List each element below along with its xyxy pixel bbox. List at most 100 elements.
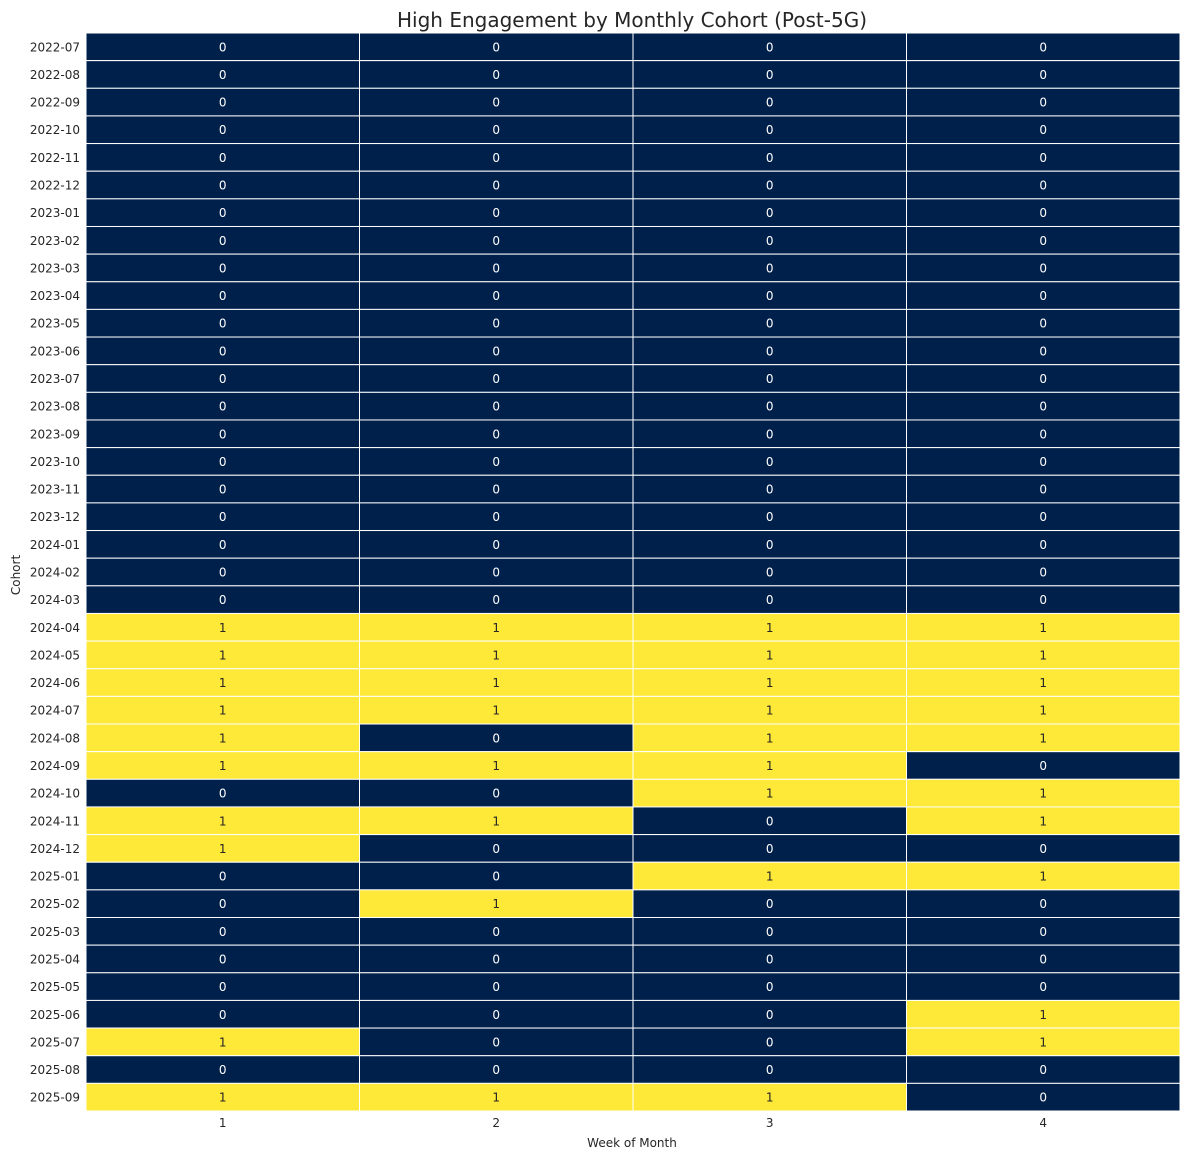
y-tick-label: 2024-01: [30, 538, 80, 552]
heatmap-cell: [906, 585, 1181, 614]
cell-value-label: 0: [492, 1063, 500, 1077]
heatmap-cell: [85, 281, 360, 310]
heatmap-cell: [906, 751, 1181, 780]
y-tick-label: 2023-06: [30, 344, 80, 358]
heatmap-cell: [906, 198, 1181, 227]
cell-value-label: 1: [492, 759, 500, 773]
cell-value-label: 0: [1039, 179, 1047, 193]
cell-value-label: 0: [219, 151, 227, 165]
cell-value-label: 0: [219, 593, 227, 607]
heatmap-cell: [906, 834, 1181, 863]
heatmap-cell: [906, 60, 1181, 89]
cell-value-label: 1: [1039, 676, 1047, 690]
heatmap-cell: [85, 225, 360, 255]
cell-value-label: 0: [219, 400, 227, 414]
cell-value-label: 0: [766, 68, 774, 82]
cell-value-label: 1: [219, 704, 227, 718]
cell-value-label: 0: [219, 427, 227, 441]
cell-value-label: 1: [766, 731, 774, 745]
heatmap-cell: [632, 391, 907, 421]
heatmap-cell: [632, 751, 907, 780]
heatmap-cell: [632, 889, 907, 919]
heatmap-cell: [85, 143, 360, 172]
heatmap-cell: [906, 861, 1181, 891]
cell-value-label: 0: [492, 593, 500, 607]
heatmap-cell: [85, 336, 360, 366]
heatmap-cell: [632, 364, 907, 393]
x-tick-label: 1: [219, 1116, 227, 1130]
cell-value-label: 0: [1039, 980, 1047, 994]
cell-value-label: 0: [1039, 1091, 1047, 1105]
cell-value-label: 0: [492, 317, 500, 331]
cell-value-label: 0: [1039, 261, 1047, 275]
heatmap-cell: [632, 419, 907, 449]
heatmap-cell: [906, 999, 1181, 1029]
cell-value-label: 1: [766, 676, 774, 690]
cell-value-label: 0: [766, 400, 774, 414]
cell-value-label: 0: [219, 206, 227, 220]
cell-value-label: 0: [219, 952, 227, 966]
y-tick-label: 2023-01: [30, 206, 80, 220]
heatmap-cell: [906, 87, 1181, 117]
cell-value-label: 1: [766, 759, 774, 773]
heatmap-cell: [632, 474, 907, 504]
cell-value-label: 0: [492, 566, 500, 580]
cell-value-label: 0: [492, 787, 500, 801]
cell-value-label: 0: [219, 344, 227, 358]
cell-value-label: 0: [766, 925, 774, 939]
y-tick-label: 2023-11: [30, 483, 80, 497]
cell-value-label: 0: [1039, 317, 1047, 331]
heatmap-cell: [85, 502, 360, 532]
heatmap-cell: [85, 806, 360, 836]
heatmap-cell: [359, 695, 634, 725]
heatmap-cell: [906, 723, 1181, 753]
heatmap-cell: [85, 557, 360, 587]
y-tick-label: 2025-01: [30, 870, 80, 884]
heatmap-cell: [359, 778, 634, 808]
cell-value-label: 0: [492, 234, 500, 248]
cell-value-label: 0: [492, 344, 500, 358]
heatmap-cell: [632, 308, 907, 338]
heatmap-cell: [359, 557, 634, 587]
heatmap-cell: [632, 861, 907, 891]
heatmap-cell: [359, 972, 634, 1001]
cell-value-label: 1: [219, 1091, 227, 1105]
cell-value-label: 1: [1039, 1008, 1047, 1022]
cell-value-label: 0: [492, 731, 500, 745]
heatmap-cell: [906, 391, 1181, 421]
cell-value-label: 0: [1039, 952, 1047, 966]
heatmap-cell: [85, 585, 360, 614]
heatmap-cell: [906, 308, 1181, 338]
heatmap-cell: [906, 115, 1181, 145]
cell-value-label: 0: [219, 68, 227, 82]
cell-value-label: 0: [1039, 1063, 1047, 1077]
y-tick-label: 2025-05: [30, 980, 80, 994]
y-tick-label: 2025-02: [30, 897, 80, 911]
heatmap-cell: [906, 1055, 1181, 1084]
cell-value-label: 1: [492, 814, 500, 828]
heatmap-cell: [632, 530, 907, 559]
heatmap-cell: [359, 1027, 634, 1057]
heatmap-cell: [359, 585, 634, 614]
heatmap-cell: [632, 640, 907, 670]
heatmap-cell: [85, 861, 360, 891]
cell-value-label: 1: [766, 621, 774, 635]
cell-value-label: 0: [1039, 925, 1047, 939]
cell-value-label: 0: [766, 1035, 774, 1049]
heatmap-cell: [906, 889, 1181, 919]
cell-value-label: 0: [1039, 538, 1047, 552]
heatmap-cell: [85, 1082, 360, 1112]
cell-value-label: 0: [1039, 123, 1047, 137]
cell-value-label: 0: [219, 787, 227, 801]
cell-value-label: 1: [492, 704, 500, 718]
cell-value-label: 0: [219, 455, 227, 469]
cell-value-label: 0: [492, 427, 500, 441]
y-tick-label: 2022-10: [30, 123, 80, 137]
cell-value-label: 0: [492, 68, 500, 82]
cell-value-label: 0: [492, 96, 500, 110]
cell-value-label: 0: [219, 1063, 227, 1077]
y-tick-label: 2023-04: [30, 289, 80, 303]
cell-value-label: 0: [1039, 400, 1047, 414]
cell-value-label: 1: [1039, 814, 1047, 828]
